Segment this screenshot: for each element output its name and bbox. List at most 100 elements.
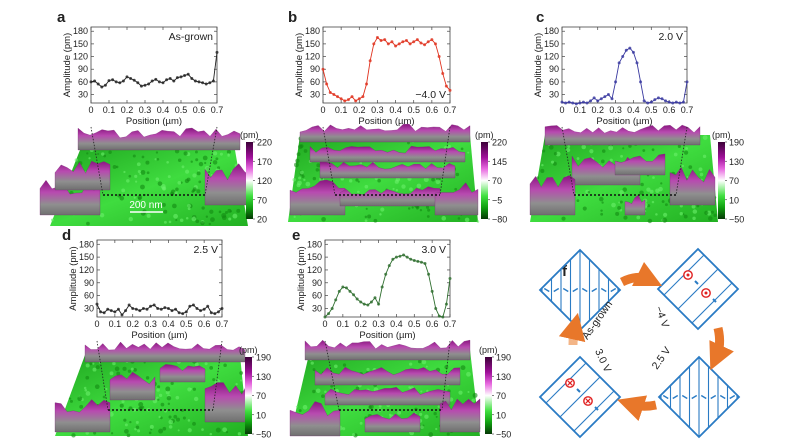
data-point — [614, 80, 618, 84]
surface-texture — [135, 180, 138, 183]
data-point — [621, 55, 625, 59]
data-point — [157, 80, 161, 84]
surface-texture — [215, 157, 219, 161]
surface-texture — [167, 402, 171, 405]
surface-texture — [85, 375, 90, 380]
surface-texture — [168, 415, 172, 419]
panel-b: b 0 0.1 0.2 0.3 0.4 0.5 0.6 0.7 30 60 90 120 150 180 Po… — [288, 9, 507, 225]
panel-letter: f — [562, 263, 568, 280]
surface-texture — [124, 423, 128, 427]
surface-texture — [702, 135, 708, 140]
surface-texture — [208, 222, 212, 226]
guide-line — [90, 126, 104, 196]
surface-texture — [427, 208, 431, 212]
surface-texture — [324, 390, 327, 394]
data-point — [154, 77, 158, 81]
surface-texture — [647, 218, 653, 224]
domain-ridge — [304, 339, 471, 361]
data-point — [564, 101, 568, 105]
surface-texture — [200, 221, 205, 226]
x-axis-label: Position (µm) — [358, 116, 414, 127]
domain-ridge — [434, 182, 479, 216]
pfm-3d-surface — [529, 124, 718, 224]
surface-texture — [698, 167, 703, 172]
surface-texture — [115, 165, 119, 169]
data-point — [394, 255, 398, 259]
surface-texture — [647, 204, 651, 208]
x-tick-label: 0 — [559, 105, 564, 115]
surface-texture — [303, 178, 306, 182]
cross-icon — [585, 398, 591, 404]
surface-texture — [420, 390, 423, 393]
pfm-3d-surface — [289, 339, 481, 438]
domain-ridge — [159, 364, 206, 383]
x-tick-label: 0.1 — [109, 319, 122, 329]
surface-texture — [112, 361, 116, 366]
surface-texture — [688, 165, 693, 169]
polarization-arrow — [710, 394, 717, 400]
panel-d: d 0 0.1 0.2 0.3 0.4 0.5 0.6 0.7 30 60 90 120 150 180 Po… — [54, 227, 271, 440]
polarization-arrow — [662, 394, 669, 400]
polarization-arrow — [691, 394, 698, 400]
colorbar-tick-label: 220 — [492, 138, 507, 148]
data-point — [165, 78, 169, 82]
surface-texture — [187, 428, 192, 433]
data-point — [188, 304, 192, 308]
y-tick-label: 180 — [305, 26, 320, 36]
surface-texture — [162, 426, 167, 431]
surface-texture — [187, 207, 191, 211]
surface-texture — [148, 431, 152, 435]
data-point — [674, 100, 678, 104]
surface-texture — [150, 428, 153, 431]
polarization-arrow — [672, 394, 679, 400]
surface-texture — [156, 157, 160, 161]
x-tick-label: 0.2 — [591, 105, 604, 115]
surface-texture — [195, 158, 199, 162]
surface-texture — [191, 190, 195, 193]
surface-texture — [602, 149, 606, 153]
colorbar: (pm)220 170 120 70 20 — [240, 130, 272, 225]
surface-texture — [536, 176, 540, 180]
state-label: −4 V — [652, 305, 671, 330]
surface-texture — [205, 215, 209, 218]
data-point — [339, 97, 343, 101]
surface-texture — [681, 164, 685, 168]
surface-texture — [209, 209, 214, 214]
surface-texture — [89, 362, 93, 366]
domain-wall — [671, 262, 738, 329]
data-point — [387, 264, 391, 268]
surface-texture — [471, 398, 476, 403]
surface-texture — [367, 214, 372, 219]
colorbar-tick-label: 190 — [729, 138, 744, 148]
x-axis-label: Position (µm) — [596, 116, 652, 127]
surface-texture — [299, 170, 304, 175]
data-point — [355, 297, 359, 301]
data-point — [129, 77, 133, 81]
surface-texture — [161, 202, 166, 207]
data-point — [434, 306, 438, 310]
domain-lines — [658, 249, 738, 329]
data-point — [332, 93, 336, 97]
surface-texture — [228, 217, 232, 221]
y-tick-label: 30 — [310, 90, 320, 100]
surface-texture — [428, 432, 434, 437]
data-point — [201, 81, 205, 85]
surface-texture — [212, 378, 216, 382]
data-point — [114, 80, 118, 84]
data-point — [631, 50, 635, 54]
data-point — [589, 99, 593, 103]
surface-texture — [649, 189, 654, 194]
surface-texture — [472, 392, 478, 398]
surface-texture — [417, 359, 422, 364]
data-point — [571, 101, 575, 105]
surface-texture — [549, 145, 554, 150]
data-point — [585, 101, 589, 105]
surface-texture — [50, 218, 54, 222]
data-point — [325, 82, 329, 86]
y-tick-label: 180 — [73, 26, 88, 36]
surface-texture — [227, 208, 232, 213]
data-point — [132, 78, 136, 82]
surface-texture — [138, 401, 144, 407]
surface-texture — [99, 212, 105, 218]
surface-texture — [185, 216, 189, 220]
